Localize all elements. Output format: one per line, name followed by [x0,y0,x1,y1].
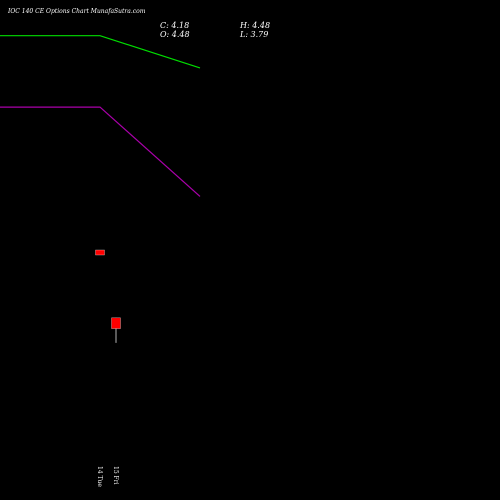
high-value: H: 4.48 [240,21,271,30]
chart-title: IOC 140 CE Options Chart MunafaSutra.com [8,8,146,15]
candles [95,249,121,343]
indicator-line-1 [0,35,201,69]
x-tick-label: 15 Fri [112,466,119,485]
x-tick-label: 14 Tue [96,466,103,487]
indicator-lines [0,35,201,197]
close-value: C: 4.18 [160,21,190,30]
low-value: L: 3.79 [240,30,269,39]
candle-body [111,317,121,329]
candle-body [95,249,105,256]
x-tick-labels: 14 Tue 15 Fri [96,466,119,487]
open-value: O: 4.48 [160,30,190,39]
indicator-line-2 [0,106,201,197]
